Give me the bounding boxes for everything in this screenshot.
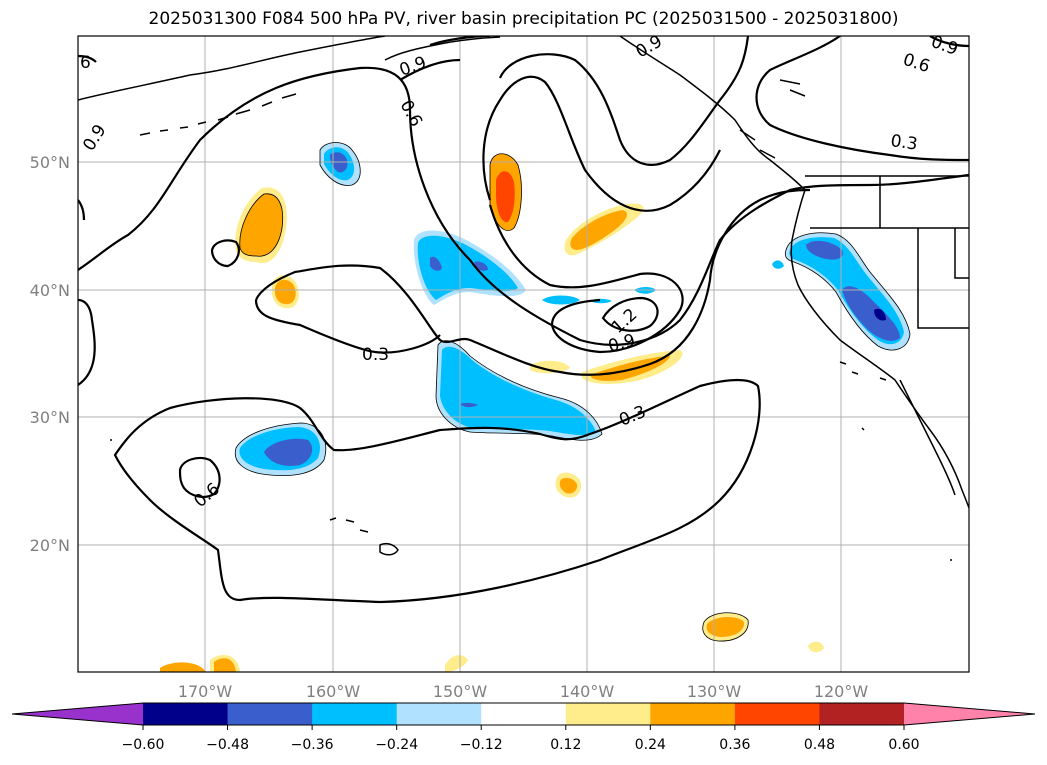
- latitude-labels: 50°N 40°N 30°N 20°N: [30, 153, 70, 555]
- anomaly-outline: [489, 153, 522, 231]
- negative-anomaly-area: [440, 346, 596, 436]
- british-columbia-coast: [619, 36, 806, 191]
- negative-anomaly-area: [806, 240, 843, 260]
- colorbar-segment: [227, 703, 313, 725]
- colorbar-segment: [819, 703, 905, 725]
- positive-anomaly-area: [445, 655, 468, 672]
- lon-label: 170°W: [178, 682, 233, 701]
- anomaly-outline: [702, 612, 749, 642]
- lat-label: 30°N: [30, 408, 70, 427]
- colorbar-segment: [481, 703, 567, 725]
- positive-anomaly-area: [274, 279, 296, 305]
- map-background: [78, 36, 969, 672]
- alaska-coastline: [78, 36, 386, 101]
- pv-contour-0.9-inner: [488, 204, 684, 354]
- west-coast-islands: [839, 361, 887, 381]
- negative-anomaly-area: [264, 438, 313, 466]
- colorbar-tick-label: −0.12: [460, 737, 503, 753]
- negative-anomaly-area: [542, 295, 580, 305]
- pv-contours: [78, 36, 969, 604]
- longitude-labels: 170°W 160°W 150°W 140°W 130°W 120°W: [178, 682, 869, 701]
- positive-anomaly-area: [530, 360, 570, 374]
- pv-contour-0.6-west-loop: [178, 456, 221, 498]
- precipitation-anomaly-layer: [160, 142, 910, 672]
- lon-label: 160°W: [306, 682, 361, 701]
- positive-anomaly-area: [559, 477, 578, 494]
- colorbar-tick-label: 0.12: [550, 737, 581, 753]
- colorbar: −0.60 −0.48 −0.36 −0.24 −0.12 0.12 0.24 0.36 0.4…: [11, 702, 1036, 753]
- lon-label: 150°W: [433, 682, 488, 701]
- lat-label: 20°N: [30, 536, 70, 555]
- gulf-of-alaska-coast: [384, 36, 501, 61]
- state-border: [810, 176, 969, 329]
- hawaii-islands: [329, 517, 399, 556]
- colorbar-segment: [312, 703, 398, 725]
- pv-contour-0.3-link: [254, 299, 441, 354]
- pv-contour-0.6-north-loop: [498, 36, 750, 166]
- small-island: [110, 427, 952, 561]
- pv-contour-0.3-main: [78, 188, 811, 386]
- colorbar-segment: [396, 703, 482, 725]
- positive-anomaly-area: [160, 662, 206, 672]
- positive-anomaly-area: [570, 210, 627, 250]
- pv-contour-1.2: [601, 296, 659, 332]
- pv-contour-0.3-south: [113, 378, 761, 604]
- lat-label: 40°N: [30, 281, 70, 300]
- colorbar-segment: [565, 703, 651, 725]
- map-title: 2025031300 F084 500 hPa PV, river basin …: [148, 9, 899, 29]
- colorbar-tick-label: 0.60: [888, 737, 919, 753]
- contour-label: 0.3: [362, 345, 389, 365]
- negative-anomaly-area: [474, 261, 488, 271]
- contour-label: 0.3: [889, 131, 919, 155]
- pv-contour-north-edge: [78, 36, 969, 221]
- negative-anomaly-area: [772, 260, 784, 269]
- negative-anomaly-area: [874, 308, 886, 321]
- colorbar-tick-label: −0.48: [206, 737, 249, 753]
- anomaly-outlines: [234, 142, 911, 642]
- positive-anomaly-area: [496, 171, 515, 223]
- negative-anomaly-area: [460, 402, 478, 408]
- colorbar-segment: [650, 703, 736, 725]
- gridlines: [78, 36, 969, 672]
- colorbar-tick-label: −0.24: [375, 737, 418, 753]
- colorbar-tick-label: −0.36: [291, 737, 334, 753]
- lon-label: 120°W: [814, 682, 869, 701]
- negative-anomaly-area: [842, 286, 900, 341]
- colorbar-tick-label: 0.48: [804, 737, 835, 753]
- pv-contour-small-loop: [210, 239, 240, 268]
- pv-contour-0.6-east: [755, 36, 969, 162]
- pv-contour-0.6-west: [78, 66, 969, 346]
- anomaly-outline: [239, 193, 284, 257]
- contour-edge-label: 6: [80, 53, 91, 73]
- baja-california-coast: [899, 379, 956, 496]
- lat-label: 50°N: [30, 153, 70, 172]
- colorbar-segment: [734, 703, 820, 725]
- us-west-coast: [790, 189, 969, 509]
- positive-anomaly-area: [590, 356, 670, 381]
- anomaly-outline: [784, 232, 911, 351]
- anomaly-outline: [319, 142, 361, 186]
- lon-label: 130°W: [687, 682, 742, 701]
- colorbar-extend-low: [12, 703, 143, 725]
- colorbar-tick-label: −0.60: [122, 737, 165, 753]
- map-frame: [77, 35, 970, 673]
- positive-anomaly-area: [808, 641, 824, 653]
- positive-anomaly-area: [214, 658, 236, 672]
- colorbar-extend-high: [904, 703, 1035, 725]
- lon-label: 140°W: [560, 682, 615, 701]
- coastlines: [78, 36, 969, 561]
- positive-anomaly-area: [706, 616, 745, 637]
- anomaly-outline: [234, 422, 326, 476]
- colorbar-tick-label: 0.36: [719, 737, 750, 753]
- colorbar-tick-label: 0.24: [635, 737, 666, 753]
- colorbar-segment: [143, 703, 229, 725]
- negative-anomaly-area: [430, 256, 442, 271]
- canada-islands: [739, 79, 806, 159]
- anomaly-outline: [435, 340, 603, 441]
